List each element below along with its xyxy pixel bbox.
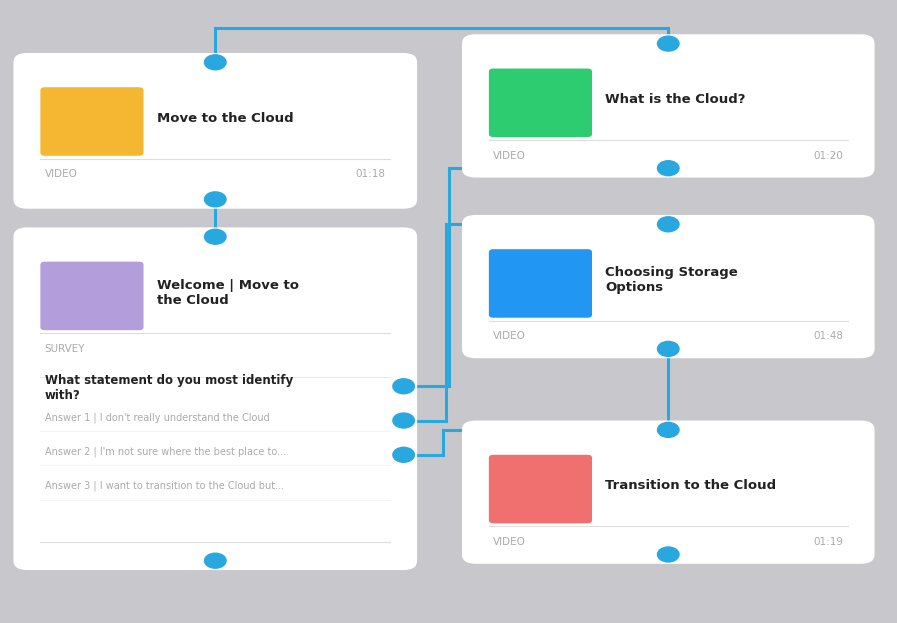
Circle shape xyxy=(393,379,414,394)
Text: Answer 1 | I don't really understand the Cloud: Answer 1 | I don't really understand the… xyxy=(45,412,270,422)
Text: Transition to the Cloud: Transition to the Cloud xyxy=(605,480,777,492)
Circle shape xyxy=(658,36,679,51)
Text: VIDEO: VIDEO xyxy=(493,537,527,547)
FancyBboxPatch shape xyxy=(13,227,417,570)
Text: Choosing Storage
Options: Choosing Storage Options xyxy=(605,267,738,294)
Text: 01:18: 01:18 xyxy=(356,169,386,179)
Text: VIDEO: VIDEO xyxy=(493,151,527,161)
Text: Welcome | Move to
the Cloud: Welcome | Move to the Cloud xyxy=(157,279,299,307)
Circle shape xyxy=(205,55,226,70)
FancyBboxPatch shape xyxy=(40,262,144,330)
FancyBboxPatch shape xyxy=(40,87,144,156)
FancyBboxPatch shape xyxy=(13,53,417,209)
FancyBboxPatch shape xyxy=(489,249,592,318)
Text: Answer 2 | I'm not sure where the best place to...: Answer 2 | I'm not sure where the best p… xyxy=(45,447,286,457)
Text: 01:48: 01:48 xyxy=(814,331,843,341)
Text: What is the Cloud?: What is the Cloud? xyxy=(605,93,746,106)
Text: VIDEO: VIDEO xyxy=(45,169,78,179)
Text: Answer 3 | I want to transition to the Cloud but...: Answer 3 | I want to transition to the C… xyxy=(45,481,284,491)
Circle shape xyxy=(205,553,226,568)
Circle shape xyxy=(658,217,679,232)
Circle shape xyxy=(393,413,414,428)
Text: 01:20: 01:20 xyxy=(814,151,843,161)
FancyBboxPatch shape xyxy=(489,455,592,523)
Text: Move to the Cloud: Move to the Cloud xyxy=(157,112,293,125)
Circle shape xyxy=(658,161,679,176)
FancyBboxPatch shape xyxy=(489,69,592,137)
Text: SURVEY: SURVEY xyxy=(45,344,85,354)
FancyBboxPatch shape xyxy=(462,421,875,564)
Circle shape xyxy=(658,422,679,437)
FancyBboxPatch shape xyxy=(462,215,875,358)
FancyBboxPatch shape xyxy=(462,34,875,178)
Circle shape xyxy=(205,192,226,207)
Circle shape xyxy=(205,229,226,244)
Circle shape xyxy=(393,447,414,462)
Circle shape xyxy=(658,547,679,562)
Circle shape xyxy=(658,341,679,356)
Text: VIDEO: VIDEO xyxy=(493,331,527,341)
Text: What statement do you most identify
with?: What statement do you most identify with… xyxy=(45,374,293,402)
Text: 01:19: 01:19 xyxy=(814,537,843,547)
